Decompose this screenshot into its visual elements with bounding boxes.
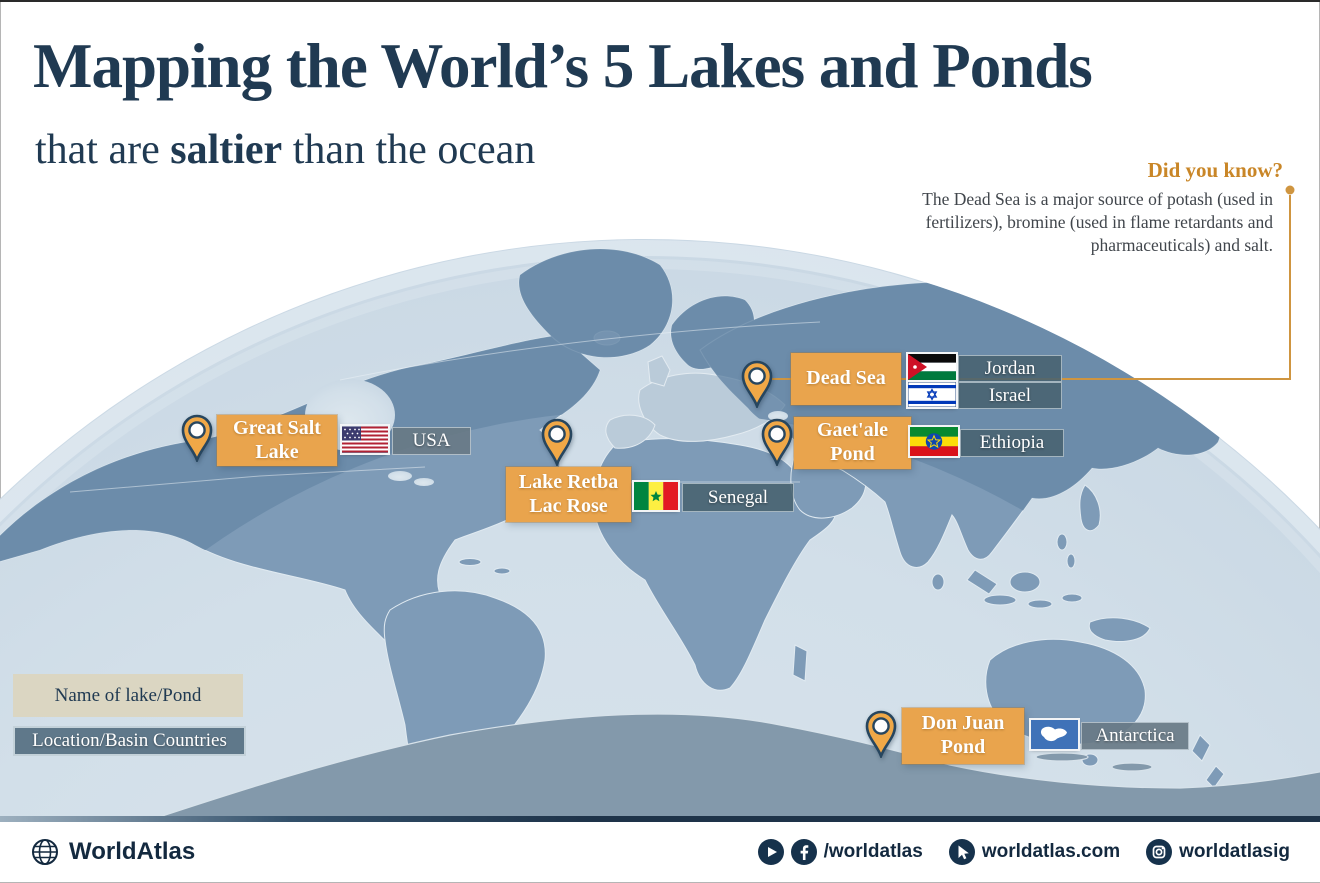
country-box-jordan: Jordan	[958, 355, 1062, 382]
lake-name-line: Don Juan	[921, 712, 1005, 735]
country-box-ethiopia: Ethiopia	[960, 429, 1064, 457]
lake-retba-pin	[541, 418, 573, 466]
social-links: /worldatlas worldatlas.com worldatlasig	[757, 839, 1290, 865]
great-salt-lake-pin	[181, 414, 213, 462]
don-juan-pond-label: Don Juan Pond	[902, 708, 1024, 764]
social-handle: worldatlas.com	[981, 841, 1121, 862]
subtitle-emphasis: saltier	[170, 127, 283, 173]
cursor-icon	[948, 839, 975, 865]
flag-jordan	[908, 354, 956, 380]
brand-name: WorldAtlas	[69, 838, 196, 865]
country-box-usa: USA	[392, 427, 471, 455]
lake-name-line: Gaet'ale	[816, 419, 889, 442]
lake-name-line: Pond	[830, 443, 875, 465]
gaetale-pond-label: Gaet'ale Pond	[794, 417, 911, 469]
country-box-antarctica: Antarctica	[1081, 722, 1189, 750]
worldatlas-brand: WorldAtlas	[30, 837, 195, 867]
lake-name-line: Lac Rose	[529, 494, 608, 517]
flag-antarctica	[1031, 720, 1078, 749]
country-name: Antarctica	[1095, 725, 1175, 746]
lake-name-line: Dead Sea	[806, 367, 886, 390]
gaetale-pond-pin	[761, 418, 793, 466]
country-name: USA	[412, 430, 451, 451]
youtube-icon	[757, 839, 784, 865]
legend-location-label: Location/Basin Countries	[32, 730, 227, 751]
flag-ethiopia	[910, 427, 958, 456]
social-instagram[interactable]: worldatlasig	[1146, 839, 1290, 865]
great-salt-lake-label: Great Salt Lake	[217, 415, 337, 466]
legend-name-label: Name of lake/Pond	[54, 684, 202, 706]
subtitle-prefix: that are	[35, 127, 171, 173]
lake-name-line: Pond	[940, 736, 986, 758]
flag-usa	[342, 426, 388, 453]
country-name: Ethiopia	[979, 432, 1045, 453]
country-box-israel: Israel	[958, 382, 1062, 409]
lake-name-line: Great Salt	[233, 416, 321, 439]
subtitle-suffix: than the ocean	[282, 127, 536, 173]
social-worldatlas[interactable]: /worldatlas	[757, 839, 923, 865]
instagram-icon	[1146, 839, 1173, 865]
map-bottom-divider	[0, 816, 1320, 822]
flag-israel	[908, 382, 956, 407]
page-title: Mapping the World’s 5 Lakes and Ponds	[33, 31, 1093, 101]
antarctica-landmass	[119, 713, 1320, 818]
did-you-know-body: The Dead Sea is a major source of potash…	[922, 189, 1273, 256]
social-website[interactable]: worldatlas.com	[948, 839, 1121, 865]
facebook-icon	[790, 839, 817, 865]
social-handle: /worldatlas	[823, 841, 923, 862]
globe-icon	[32, 839, 58, 865]
lake-name-line: Lake Retba	[518, 470, 619, 493]
footer: WorldAtlas /worldatlas worldatlas	[0, 822, 1320, 882]
country-name: Jordan	[984, 357, 1036, 379]
country-box-senegal: Senegal	[682, 483, 794, 512]
did-you-know-heading: Did you know?	[1147, 158, 1283, 182]
don-juan-pond-pin	[865, 710, 897, 758]
dead-sea-label: Dead Sea	[791, 353, 901, 405]
dead-sea-pin	[741, 360, 773, 408]
country-name: Israel	[988, 384, 1032, 406]
legend-location-box: Location/Basin Countries	[13, 726, 246, 756]
lake-retba-label: Lake Retba Lac Rose	[506, 467, 631, 522]
page-subtitle: that are saltier than the ocean	[35, 126, 535, 174]
social-handle: worldatlasig	[1179, 841, 1290, 862]
lake-name-line: Lake	[255, 440, 299, 463]
legend-name-box: Name of lake/Pond	[13, 674, 243, 717]
country-name: Senegal	[707, 486, 769, 508]
flag-senegal	[634, 482, 678, 510]
